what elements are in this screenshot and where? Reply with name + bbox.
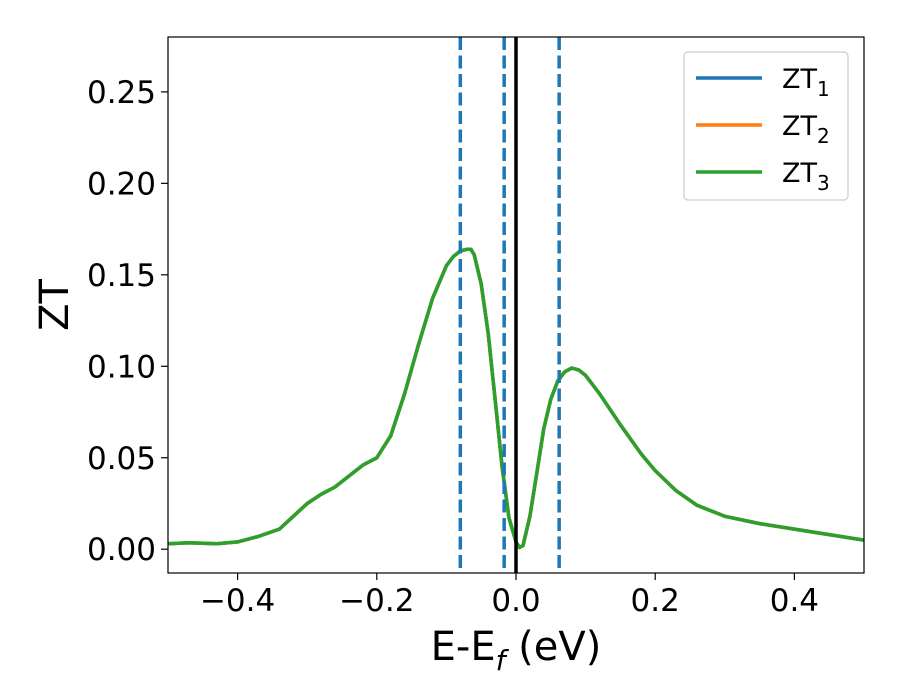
y-tick-label: 0.15 bbox=[87, 258, 156, 294]
y-axis-title: ZT bbox=[32, 279, 78, 331]
legend-items: ZT1 ZT2 ZT3 bbox=[696, 64, 830, 195]
legend-box bbox=[683, 51, 849, 201]
x-axis-title: E-Ef (eV) bbox=[431, 624, 602, 677]
y-tick-label: 0.05 bbox=[87, 441, 156, 477]
x-axis-title-unit: (eV) bbox=[505, 624, 601, 670]
x-tick-label: −0.4 bbox=[200, 583, 275, 619]
legend-label-3: ZT3 bbox=[782, 158, 830, 195]
y-tick-label: 0.10 bbox=[87, 349, 156, 385]
x-tick-label: −0.2 bbox=[339, 583, 414, 619]
y-tick-label: 0.20 bbox=[87, 166, 156, 202]
x-tick-label: 0.0 bbox=[491, 583, 540, 619]
y-tick-label: 0.00 bbox=[87, 532, 156, 568]
x-axis-title-main: E-E bbox=[431, 624, 496, 670]
y-tick-label: 0.25 bbox=[87, 75, 156, 111]
legend-label-1: ZT1 bbox=[782, 64, 830, 101]
x-tick-label: 0.4 bbox=[770, 583, 819, 619]
plot-vline-layer bbox=[458, 37, 561, 573]
legend-label-2: ZT2 bbox=[782, 111, 830, 148]
axis-ticks: −0.4 −0.2 0.0 0.2 0.4 0.00 0.05 0.10 0.15 0.20 0.2… bbox=[87, 75, 819, 619]
legend: ZT1 ZT2 ZT3 bbox=[683, 51, 849, 201]
series-line-3 bbox=[168, 247, 864, 550]
plot-series-layer bbox=[168, 247, 864, 550]
x-tick-label: 0.2 bbox=[631, 583, 680, 619]
